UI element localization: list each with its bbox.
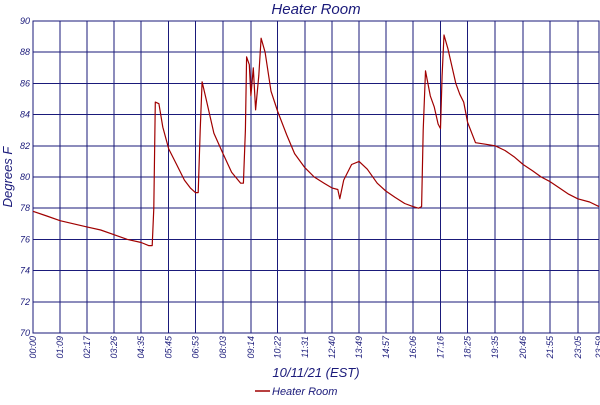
x-tick-label: 08:03 (218, 336, 228, 359)
y-tick-labels: 70 72 74 76 78 80 82 84 86 88 90 (20, 16, 30, 338)
x-tick-label: 12:40 (327, 336, 337, 359)
x-tick-label: 18:25 (463, 335, 473, 359)
x-tick-labels: 00:00 01:09 02:17 03:26 04:35 05:45 06:53 08:03… (28, 335, 600, 360)
y-tick-label: 88 (20, 47, 30, 57)
y-tick-label: 76 (20, 234, 30, 244)
y-tick-label: 86 (20, 78, 30, 88)
x-tick-label: 16:06 (408, 336, 418, 359)
x-tick-label: 02:17 (82, 335, 92, 359)
x-tick-label: 23:59 (594, 336, 600, 360)
series-line (32, 34, 600, 247)
y-tick-label: 74 (20, 266, 30, 276)
y-tick-label: 70 (20, 328, 30, 338)
x-tick-label: 19:35 (490, 335, 500, 359)
x-tick-label: 14:57 (381, 335, 391, 359)
legend: Heater Room (255, 386, 337, 398)
y-tick-label: 90 (20, 16, 30, 26)
x-tick-label: 11:31 (300, 336, 310, 358)
y-axis-label: Degrees F (0, 146, 15, 208)
series-layer (32, 34, 600, 247)
x-tick-label: 17:16 (435, 336, 445, 359)
x-tick-label: 20:46 (518, 336, 528, 360)
x-tick-label: 13:49 (354, 336, 364, 359)
y-tick-label: 72 (20, 297, 30, 307)
x-tick-label: 04:35 (136, 335, 146, 359)
x-axis-label: 10/11/21 (EST) (272, 365, 359, 380)
y-tick-label: 80 (20, 172, 30, 182)
x-tick-label: 09:14 (246, 336, 256, 359)
x-tick-label: 10:22 (273, 336, 283, 359)
chart-title: Heater Room (271, 1, 360, 18)
x-tick-label: 01:09 (55, 336, 65, 359)
x-tick-label: 21:55 (545, 335, 555, 360)
y-tick-label: 82 (20, 141, 30, 151)
x-tick-label: 23:05 (573, 335, 583, 360)
y-tick-label: 84 (20, 110, 30, 120)
grid (32, 20, 600, 334)
x-tick-label: 05:45 (164, 335, 174, 359)
x-tick-label: 03:26 (109, 336, 119, 359)
legend-label: Heater Room (272, 386, 337, 398)
x-tick-label: 00:00 (28, 336, 38, 359)
x-tick-label: 06:53 (190, 336, 200, 359)
plot-frame (32, 20, 600, 334)
y-tick-label: 78 (20, 203, 30, 213)
